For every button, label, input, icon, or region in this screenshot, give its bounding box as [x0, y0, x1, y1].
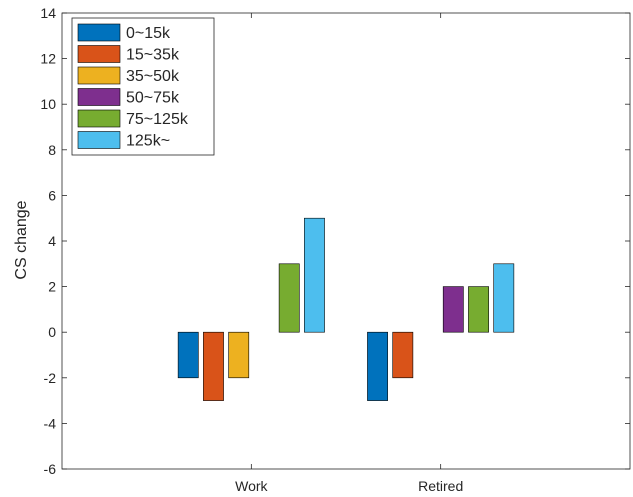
legend-swatch [77, 66, 121, 85]
y-axis-label: CS change [13, 200, 30, 279]
legend-label: 75~125k [126, 111, 189, 128]
x-tick-label: Work [235, 478, 268, 494]
y-tick-label: 2 [48, 279, 56, 295]
bar-35~50k-Work [228, 331, 250, 379]
y-tick-label: 14 [40, 5, 56, 21]
bar-15~35k-Work [203, 331, 224, 401]
bar-0~15k-Retired [367, 331, 388, 401]
legend-swatch [77, 88, 121, 106]
legend-label: 35~50k [126, 68, 180, 85]
axes: -6 -4 -2 0 2 4 6 8 10 12 14 Work Retired [40, 5, 631, 494]
legend-label: 125k~ [126, 133, 170, 150]
bar-125k~-Work [304, 217, 325, 333]
legend-label: 15~35k [126, 47, 180, 64]
legend-swatch [77, 109, 121, 128]
bar-15~35k-Retired [392, 331, 414, 379]
bar-0~15k-Work [177, 331, 199, 379]
y-tick-label: 12 [40, 51, 56, 67]
y-tick-label: 10 [40, 96, 56, 112]
bar-50~75k-Retired [442, 286, 464, 333]
y-tick-label: 4 [48, 233, 56, 249]
x-tick-label: Retired [418, 478, 463, 494]
legend: 0~15k 15~35k 35~50k 50~75k 75~125k 125k~ [71, 17, 215, 156]
legend-swatch [77, 45, 121, 63]
y-tick-label: -4 [44, 415, 57, 431]
y-tick-label: 0 [48, 324, 56, 340]
y-tick-label: -6 [44, 461, 57, 477]
y-tick-label: 6 [48, 187, 56, 203]
bar-125k~-Retired [493, 263, 515, 333]
legend-swatch [77, 131, 121, 149]
legend-label: 0~15k [126, 25, 171, 42]
legend-label: 50~75k [126, 90, 180, 107]
bar-75~125k-Work [278, 263, 300, 333]
y-tick-label: 8 [48, 142, 56, 158]
legend-swatch [77, 23, 121, 42]
bar-75~125k-Retired [468, 286, 489, 333]
y-tick-label: -2 [44, 370, 57, 386]
